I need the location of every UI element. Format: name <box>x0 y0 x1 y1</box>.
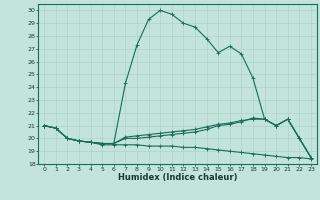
X-axis label: Humidex (Indice chaleur): Humidex (Indice chaleur) <box>118 173 237 182</box>
